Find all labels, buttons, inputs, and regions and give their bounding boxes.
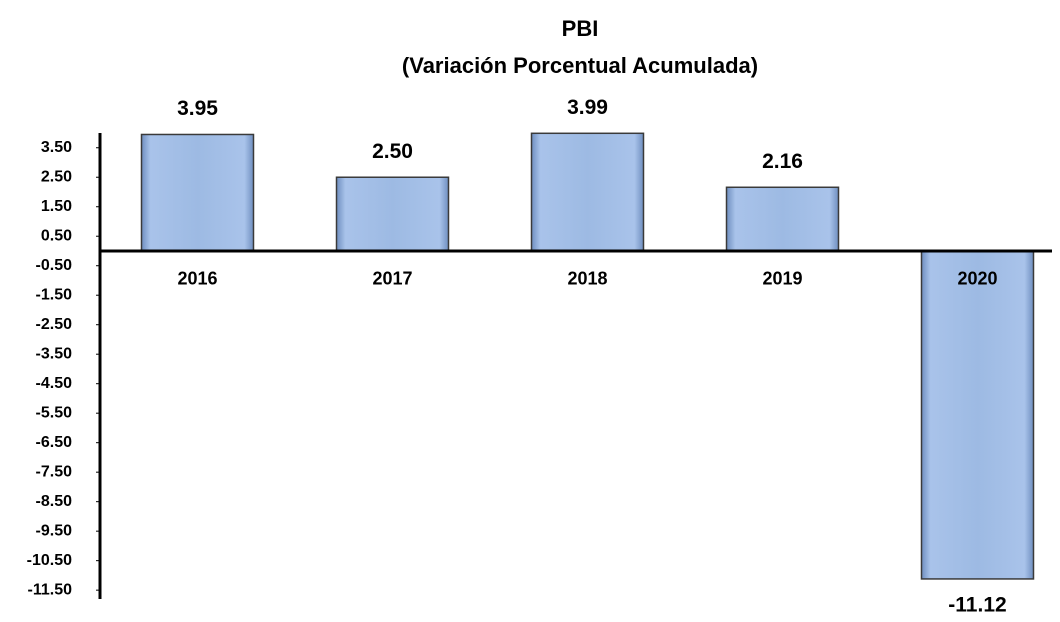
bar bbox=[530, 132, 645, 252]
y-tick-label: 3.50 bbox=[41, 139, 72, 156]
y-tick-label: -10.50 bbox=[27, 552, 72, 569]
y-tick-label: 2.50 bbox=[41, 168, 72, 185]
y-tick-label: 0.50 bbox=[41, 227, 72, 244]
chart-subtitle: (Variación Porcentual Acumulada) bbox=[402, 53, 758, 78]
bar bbox=[140, 133, 255, 252]
y-tick-label: -1.50 bbox=[36, 286, 73, 303]
y-tick-label: -3.50 bbox=[36, 345, 73, 362]
data-label: -11.12 bbox=[948, 593, 1006, 616]
bar bbox=[725, 186, 840, 252]
x-tick-label: 2019 bbox=[762, 269, 802, 289]
data-label: 2.50 bbox=[372, 140, 413, 163]
y-tick-label: 1.50 bbox=[41, 198, 72, 215]
y-tick-label: -4.50 bbox=[36, 375, 73, 392]
y-tick-label: -6.50 bbox=[36, 434, 73, 451]
bar bbox=[335, 176, 450, 252]
y-tick-label: -0.50 bbox=[36, 257, 73, 274]
y-tick-label: -9.50 bbox=[36, 522, 73, 539]
y-tick-label: -5.50 bbox=[36, 404, 73, 421]
x-tick-label: 2020 bbox=[957, 269, 997, 289]
chart-title: PBI bbox=[562, 16, 599, 41]
x-tick-label: 2017 bbox=[372, 269, 412, 289]
y-tick-label: -11.50 bbox=[28, 581, 73, 598]
bar bbox=[920, 250, 1035, 580]
y-tick-label: -8.50 bbox=[36, 493, 73, 510]
x-tick-label: 2018 bbox=[567, 269, 607, 289]
data-label: 3.99 bbox=[567, 96, 608, 119]
data-label: 3.95 bbox=[177, 97, 218, 120]
y-tick-label: -7.50 bbox=[36, 463, 73, 480]
data-label: 2.16 bbox=[762, 150, 803, 173]
y-tick-label: -2.50 bbox=[36, 316, 73, 333]
x-tick-label: 2016 bbox=[177, 269, 217, 289]
